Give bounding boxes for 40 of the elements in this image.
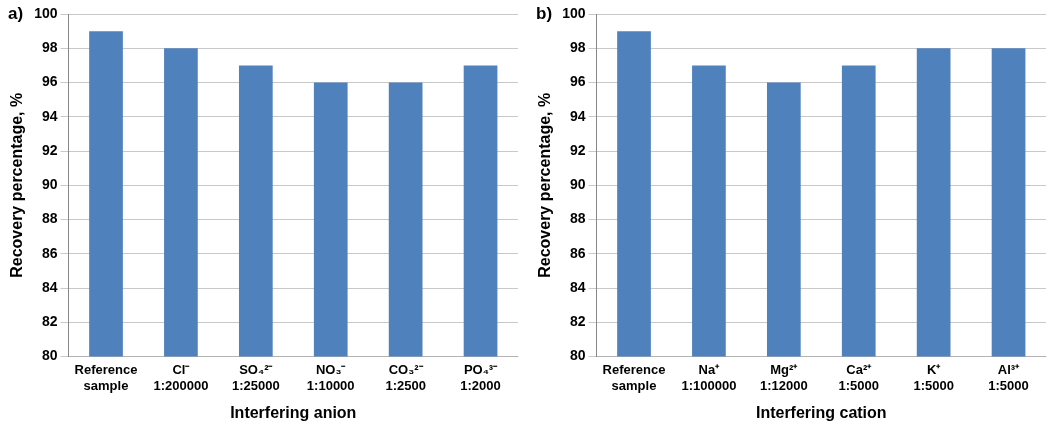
y-tick-label: 100 [34, 4, 58, 21]
x-axis-title: Interfering cation [755, 403, 887, 421]
x-tick-label: Reference sample [74, 361, 138, 393]
x-tick-label: Na⁺ 1:100000 [681, 361, 737, 393]
y-tick-label: 80 [41, 347, 58, 364]
x-tick-label: Ca²⁺ 1:5000 [838, 361, 879, 393]
y-tick-label: 88 [569, 210, 586, 227]
y-tick-label: 80 [569, 347, 586, 364]
x-tick-label: Al³⁺ 1:5000 [988, 361, 1029, 393]
x-tick-label: SO₄²⁻ 1:25000 [231, 361, 280, 393]
y-tick-label: 94 [41, 107, 58, 124]
y-tick-label: 84 [41, 278, 58, 295]
x-tick-label: K⁺ 1:5000 [913, 361, 954, 393]
y-axis-title: Recovery percentage, % [8, 92, 26, 278]
y-tick-label: 96 [569, 73, 586, 90]
y-tick-label: 98 [41, 39, 58, 56]
x-axis-title: Interfering anion [230, 403, 357, 421]
x-tick-label: CO₃²⁻ 1:2500 [385, 361, 426, 393]
y-tick-label: 88 [41, 210, 58, 227]
y-tick-label: 98 [569, 39, 586, 56]
text: a) [8, 4, 24, 24]
y-tick-label: 86 [41, 244, 58, 261]
y-tick-label: 90 [41, 176, 58, 193]
y-tick-label: 90 [569, 176, 586, 193]
x-tick-label: PO₄³⁻ 1:2000 [460, 361, 501, 393]
x-tick-label: Cl⁻ 1:200000 [153, 361, 209, 393]
y-tick-label: 94 [569, 107, 586, 124]
text: b) [536, 4, 553, 24]
x-tick-label: Reference sample [602, 361, 666, 393]
y-tick-label: 100 [562, 4, 586, 21]
x-tick-label: NO₃⁻ 1:10000 [306, 361, 355, 393]
y-tick-label: 86 [569, 244, 586, 261]
y-tick-label: 92 [569, 141, 586, 158]
y-tick-label: 84 [569, 278, 586, 295]
y-tick-label: 82 [569, 313, 586, 330]
y-tick-label: 82 [41, 313, 58, 330]
x-tick-label: Mg²⁺ 1:12000 [759, 361, 808, 393]
y-tick-label: 96 [41, 73, 58, 90]
y-tick-label: 92 [41, 141, 58, 158]
y-axis-title: Recovery percentage, % [536, 92, 554, 278]
